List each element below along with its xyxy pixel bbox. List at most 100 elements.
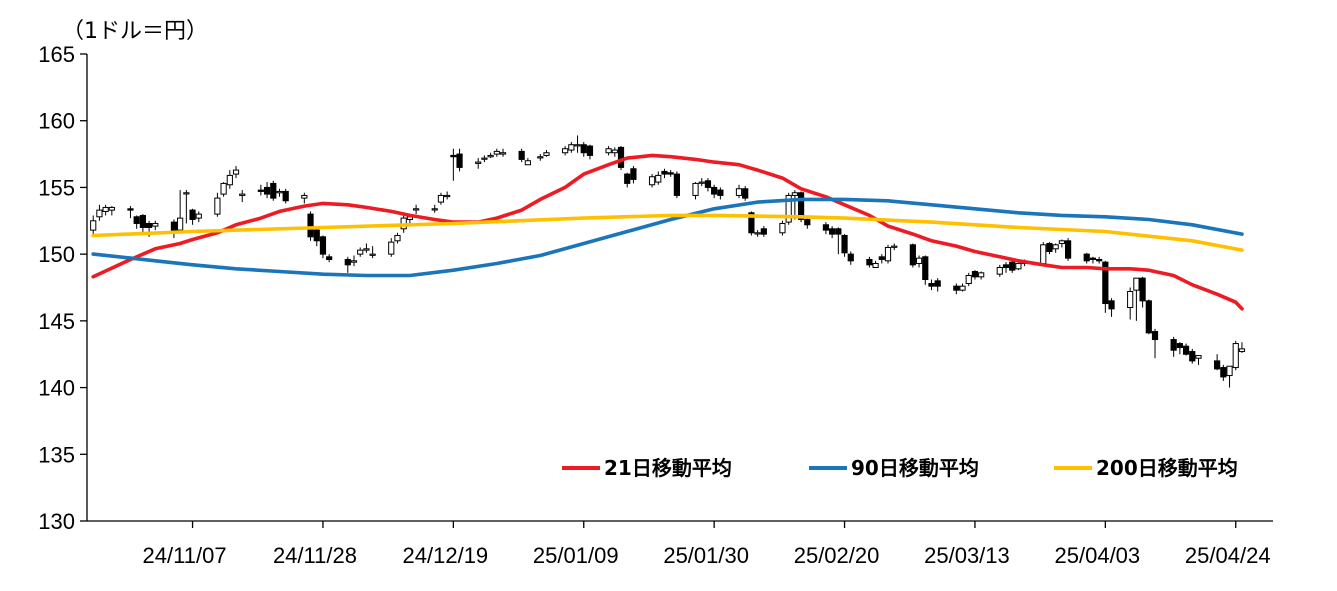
candle [270,180,277,201]
x-tick-label: 25/01/30 [663,543,749,568]
candle-body [1133,277,1140,291]
candle-body [711,186,718,195]
candle-body [363,248,370,251]
candle-body [475,161,482,164]
candle-body [152,222,159,227]
candle [394,232,401,244]
candle [487,152,494,159]
candle-body [431,208,438,211]
candle-body [735,188,743,196]
candle [922,255,929,285]
candle-body [568,144,575,151]
candle [524,158,531,166]
legend-label-2: 200日移動平均 [1096,456,1238,480]
candle-body [605,148,612,154]
candle-body [139,214,146,228]
candle-body [1052,244,1059,250]
candle-body [617,146,625,168]
candle-body [586,145,594,156]
candle [313,228,320,247]
candle [605,146,612,156]
candle-body [1226,365,1233,377]
candle-body [344,258,351,266]
candle-body [543,152,550,156]
candle [624,172,631,188]
candle-body [934,280,941,287]
legend: 21日移動平均 90日移動平均 200日移動平均 [562,456,1238,480]
candle-body [878,256,885,260]
candle-body [1096,258,1103,262]
candle-body [1232,343,1239,369]
candle-body [450,154,457,158]
candle [1214,354,1221,371]
candle [326,254,333,263]
candle [779,220,786,236]
candle [1064,238,1072,261]
candle [1145,299,1152,335]
candle [1189,348,1196,364]
candle-body [779,222,786,234]
candle-body [226,174,233,186]
candle [450,148,457,181]
candle-body [1040,244,1047,264]
x-tick-label: 25/04/03 [1055,543,1141,568]
candle [698,178,705,187]
ma-line-2 [91,213,1244,252]
candle-body [96,209,103,218]
candle [580,142,587,157]
candle [350,255,358,267]
candle-body [145,222,153,228]
candle [934,278,941,292]
candle [847,251,854,265]
candle-body [1170,339,1177,351]
candle-body [742,188,749,199]
candle [102,204,109,216]
candle [648,174,656,188]
candle [1040,242,1047,267]
candle [363,243,370,253]
candle [754,230,761,237]
candle [444,191,451,200]
candle [344,256,351,273]
candle [791,190,798,220]
candle [276,188,283,197]
candle [785,192,792,225]
candle [735,184,743,199]
candle [319,235,327,259]
candle [760,226,767,237]
candle-body [319,236,327,255]
candle-body [835,228,842,235]
candle-body [785,194,792,223]
candle-body [915,257,923,264]
legend-label-1: 90日移動平均 [851,456,979,480]
candle [835,227,842,255]
candle-body [1220,367,1227,378]
candle-body [357,249,364,255]
candle-body [220,182,227,195]
candle-body [884,246,892,262]
candle [1220,364,1227,381]
candle [822,222,830,235]
candle-body [257,189,264,192]
candle [1226,365,1233,388]
candle-body [369,253,376,256]
y-tick-label: 165 [38,42,75,67]
candle-body [239,193,246,196]
candle-body [1102,261,1109,305]
candle-body [717,189,724,196]
candle-body [524,160,531,166]
candle [717,187,724,200]
candle [90,215,97,235]
candle [195,211,202,223]
candle-body [872,262,879,268]
candle [543,150,550,157]
candle [959,283,966,292]
candle [1089,256,1097,264]
candle-body [1064,240,1072,259]
candle-body [748,212,755,234]
candle [1195,355,1202,365]
candle-body [574,144,581,147]
candle-body [232,169,240,175]
candle-body [959,285,966,291]
candle-body [1182,345,1190,355]
